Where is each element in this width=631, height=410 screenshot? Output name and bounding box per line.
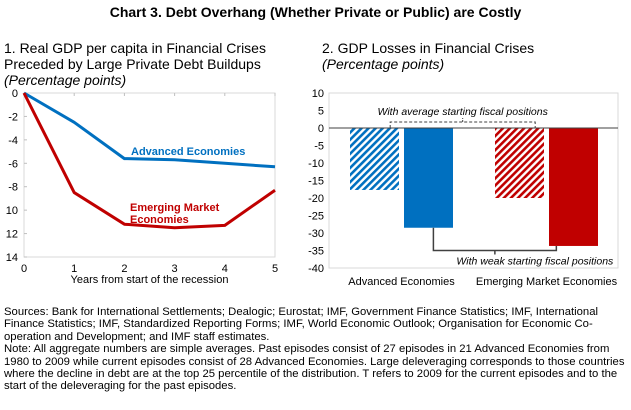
x-category-label: Emerging Market Economies (476, 276, 618, 288)
series-line-advanced (23, 91, 276, 169)
plot-frame (328, 92, 619, 269)
y-tick-label: -40 (308, 263, 324, 275)
y-tick-label: -8 (8, 182, 18, 194)
y-tick-label: -20 (308, 193, 324, 205)
bar-advanced-solid (404, 128, 453, 228)
panel2-title-line1: 2. GDP Losses in Financial Crises (322, 40, 535, 56)
y-tick-label: 0 (318, 123, 324, 135)
x-tick-label: 3 (172, 263, 178, 275)
bar-emerging-hatched (495, 128, 544, 198)
sources-text: Sources: Bank for International Settleme… (4, 306, 598, 343)
note-text: Note: All aggregate numbers are simple a… (4, 343, 625, 393)
bracket-weak (432, 227, 558, 252)
x-tick-label: 0 (21, 263, 27, 275)
y-tick-label: -15 (308, 176, 324, 188)
y-tick-label: 5 (318, 106, 324, 118)
panel2-title: 2. GDP Losses in Financial Crises (Perce… (322, 40, 534, 72)
series-line-emerging (22, 92, 276, 230)
bar-advanced-hatched (350, 128, 399, 190)
x-tick-label: 4 (222, 263, 228, 275)
series-label-advanced: Advanced Economies (131, 146, 245, 158)
x-tick-label: 1 (71, 263, 77, 275)
x-tick-label: 2 (121, 263, 127, 275)
panel1-title-line1: 1. Real GDP per capita in Financial Cris… (4, 40, 266, 56)
x-category-label: Advanced Economies (348, 276, 455, 288)
y-tick-label: -30 (308, 228, 324, 240)
panel1-title-line2: Preceded by Large Private Debt Buildups (4, 56, 261, 72)
y-tick-label: -2 (8, 111, 18, 123)
series-label-emerging-line1: Emerging Market (130, 202, 220, 214)
panel2-unit: (Percentage points) (322, 56, 445, 72)
y-tick-label: -5 (314, 141, 324, 153)
y-tick-label: -4 (8, 135, 18, 147)
plot-frame (23, 92, 276, 258)
y-tick-label: 10 (312, 88, 324, 100)
y-tick-label: -10 (308, 158, 324, 170)
y-tick-label: 12 (6, 229, 18, 241)
notes: Sources: Bank for International Settleme… (4, 306, 629, 393)
x-axis-label: Years from start of the recession (71, 274, 229, 286)
bar-chart: 10 5 0 -5 -10 -15 -20 -25 -30 -35 -40 Advanced Econ… (308, 88, 619, 288)
panel1-title: 1. Real GDP per capita in Financial Cris… (4, 40, 266, 88)
annotation-weak: With weak starting fiscal positions (456, 256, 614, 268)
bracket-average (389, 121, 536, 128)
panel1-unit: (Percentage points) (4, 72, 127, 88)
bar-emerging-solid (549, 128, 598, 246)
y-tick-label: -25 (308, 211, 324, 223)
y-tick-label: 10 (6, 205, 18, 217)
chart-title: Chart 3. Debt Overhang (Whether Private … (109, 4, 522, 20)
y-tick-label: -6 (8, 158, 18, 170)
y-tick-label: 0 (12, 88, 18, 100)
x-tick-label: 5 (272, 263, 278, 275)
series-label-emerging-line2: Economies (130, 214, 189, 226)
annotation-average: With average starting fiscal positions (378, 106, 549, 118)
y-tick-label: -35 (308, 246, 324, 258)
y-tick-label: 14 (6, 252, 18, 264)
